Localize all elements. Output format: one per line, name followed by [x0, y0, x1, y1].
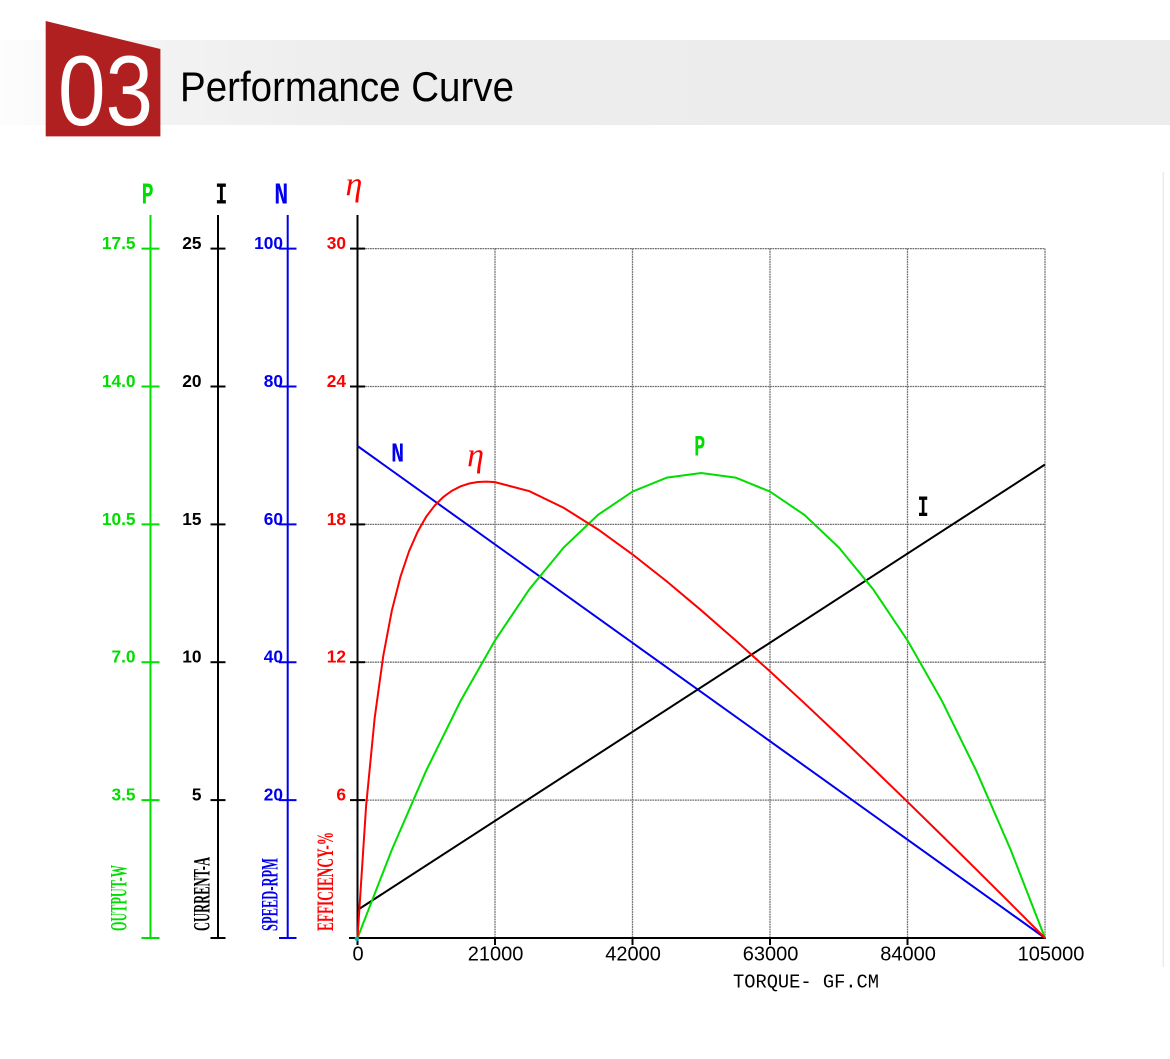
svg-text:P: P: [142, 179, 154, 214]
svg-text:I: I: [918, 491, 929, 525]
svg-text:24: 24: [327, 371, 347, 391]
svg-text:N: N: [391, 441, 404, 471]
svg-text:30: 30: [327, 233, 346, 253]
svg-text:63000: 63000: [743, 944, 799, 966]
svg-text:η: η: [467, 438, 484, 475]
svg-text:60: 60: [264, 509, 283, 529]
svg-text:10.5: 10.5: [102, 509, 136, 529]
svg-text:17.5: 17.5: [102, 233, 136, 253]
svg-text:105000: 105000: [1018, 944, 1085, 966]
svg-text:20: 20: [182, 371, 201, 391]
svg-text:OUTPUT-W: OUTPUT-W: [107, 865, 132, 931]
svg-text:14.0: 14.0: [102, 371, 136, 391]
svg-text:EFFICIENCY-%: EFFICIENCY-%: [313, 832, 338, 931]
svg-text:SPEED-RPM: SPEED-RPM: [258, 858, 283, 931]
svg-text:03: 03: [58, 36, 153, 147]
svg-text:N: N: [274, 179, 288, 214]
svg-text:P: P: [694, 431, 705, 465]
svg-text:40: 40: [264, 647, 283, 667]
svg-text:6: 6: [336, 785, 346, 805]
svg-text:7.0: 7.0: [111, 647, 135, 667]
svg-text:25: 25: [182, 233, 202, 253]
svg-text:Performance Curve: Performance Curve: [180, 63, 514, 110]
svg-text:15: 15: [182, 509, 202, 529]
svg-text:5: 5: [192, 785, 202, 805]
svg-text:10: 10: [182, 647, 201, 667]
svg-text:0: 0: [352, 944, 363, 966]
svg-text:TORQUE- GF.CM: TORQUE- GF.CM: [733, 972, 879, 994]
svg-text:84000: 84000: [880, 944, 936, 966]
svg-text:I: I: [215, 179, 227, 214]
svg-text:20: 20: [264, 785, 283, 805]
svg-text:21000: 21000: [468, 944, 524, 966]
svg-text:η: η: [345, 167, 362, 204]
svg-text:CURRENT-A: CURRENT-A: [190, 857, 215, 931]
svg-text:42000: 42000: [605, 944, 661, 966]
svg-text:80: 80: [264, 371, 283, 391]
svg-text:100: 100: [254, 233, 283, 253]
svg-text:12: 12: [327, 647, 346, 667]
svg-text:18: 18: [327, 509, 347, 529]
svg-text:3.5: 3.5: [111, 785, 135, 805]
